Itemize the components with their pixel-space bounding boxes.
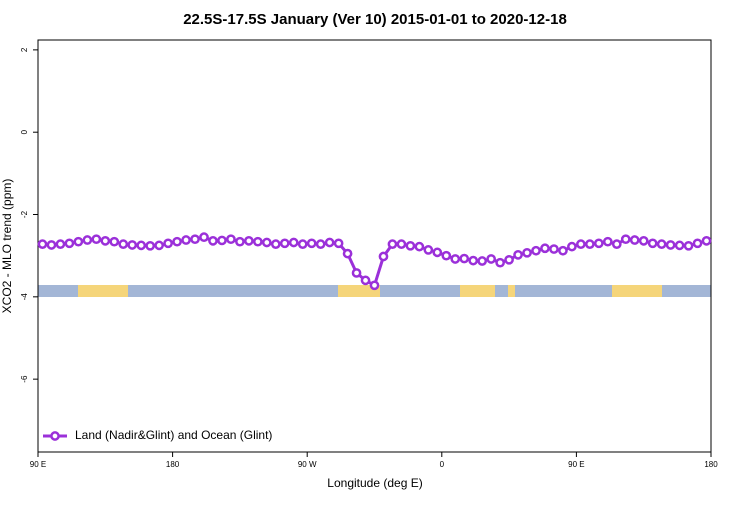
point bbox=[351, 268, 362, 278]
y-tick-label: -6 bbox=[20, 375, 29, 383]
point bbox=[360, 275, 371, 286]
point bbox=[620, 234, 631, 245]
point bbox=[522, 247, 532, 258]
x-axis-label: Longitude (deg E) bbox=[327, 476, 422, 490]
plot-frame bbox=[37, 39, 712, 453]
point bbox=[270, 239, 281, 249]
point bbox=[91, 234, 102, 245]
point bbox=[495, 257, 505, 268]
point bbox=[414, 241, 425, 252]
point bbox=[423, 245, 434, 255]
point bbox=[387, 239, 398, 249]
point bbox=[441, 250, 452, 261]
point bbox=[297, 239, 308, 249]
point bbox=[333, 238, 344, 249]
point bbox=[656, 239, 667, 249]
y-tick-label: -2 bbox=[20, 210, 29, 218]
point bbox=[109, 236, 120, 247]
point bbox=[701, 236, 712, 246]
legend-marker bbox=[50, 431, 60, 441]
point bbox=[567, 241, 577, 252]
point bbox=[127, 240, 138, 250]
point bbox=[576, 239, 586, 249]
point bbox=[477, 256, 488, 266]
point bbox=[558, 245, 568, 256]
point bbox=[683, 240, 694, 251]
point bbox=[154, 240, 164, 251]
point bbox=[342, 248, 353, 259]
point bbox=[288, 237, 299, 248]
point bbox=[611, 239, 622, 249]
point bbox=[638, 236, 649, 246]
point bbox=[252, 236, 263, 247]
point bbox=[82, 235, 93, 245]
point bbox=[647, 238, 658, 249]
point bbox=[199, 232, 209, 243]
point bbox=[315, 239, 326, 249]
point bbox=[181, 235, 191, 245]
point bbox=[369, 280, 380, 291]
point bbox=[37, 239, 48, 249]
point bbox=[468, 255, 479, 266]
point bbox=[279, 238, 290, 249]
point bbox=[665, 240, 676, 250]
land-band bbox=[78, 285, 662, 297]
y-tick-label: 0 bbox=[20, 129, 29, 134]
point bbox=[593, 238, 604, 249]
x-tick-label: 90 E bbox=[30, 460, 46, 469]
x-tick-label: 180 bbox=[704, 460, 718, 469]
point bbox=[324, 237, 335, 248]
legend-label: Land (Nadir&Glint) and Ocean (Glint) bbox=[75, 428, 272, 442]
point bbox=[261, 237, 272, 248]
point bbox=[540, 243, 550, 254]
point bbox=[378, 251, 389, 262]
point bbox=[226, 234, 236, 245]
point bbox=[629, 235, 640, 245]
point bbox=[64, 238, 75, 249]
point bbox=[504, 254, 514, 265]
point bbox=[118, 239, 129, 249]
y-tick-label: 2 bbox=[20, 47, 29, 52]
point bbox=[55, 239, 66, 249]
point bbox=[136, 240, 147, 251]
chart-title: 22.5S-17.5S January (Ver 10) 2015-01-01 … bbox=[183, 11, 567, 28]
x-tick-label: 90 E bbox=[568, 460, 584, 469]
point bbox=[486, 254, 497, 264]
x-tick-label: 90 W bbox=[298, 460, 317, 469]
point bbox=[217, 235, 227, 246]
point bbox=[306, 238, 317, 249]
x-tick-label: 180 bbox=[166, 460, 180, 469]
point bbox=[602, 236, 613, 247]
point bbox=[450, 254, 461, 264]
point bbox=[163, 238, 173, 249]
point bbox=[396, 239, 407, 249]
x-tick-label: 0 bbox=[440, 460, 445, 469]
point bbox=[46, 240, 57, 250]
y-tick-label: -4 bbox=[20, 293, 29, 301]
point bbox=[459, 253, 470, 264]
point bbox=[172, 236, 182, 247]
point bbox=[674, 240, 685, 251]
point bbox=[432, 247, 443, 258]
point bbox=[531, 245, 541, 256]
point bbox=[244, 236, 254, 246]
point bbox=[549, 244, 559, 254]
point bbox=[513, 249, 523, 260]
point bbox=[145, 240, 156, 251]
y-axis-label: XCO2 - MLO trend (ppm) bbox=[0, 179, 14, 314]
point bbox=[235, 236, 245, 247]
point bbox=[405, 240, 416, 251]
point bbox=[190, 234, 200, 245]
point bbox=[100, 236, 111, 246]
point bbox=[73, 236, 84, 247]
point bbox=[208, 236, 218, 246]
point bbox=[585, 239, 595, 249]
point bbox=[692, 238, 703, 249]
